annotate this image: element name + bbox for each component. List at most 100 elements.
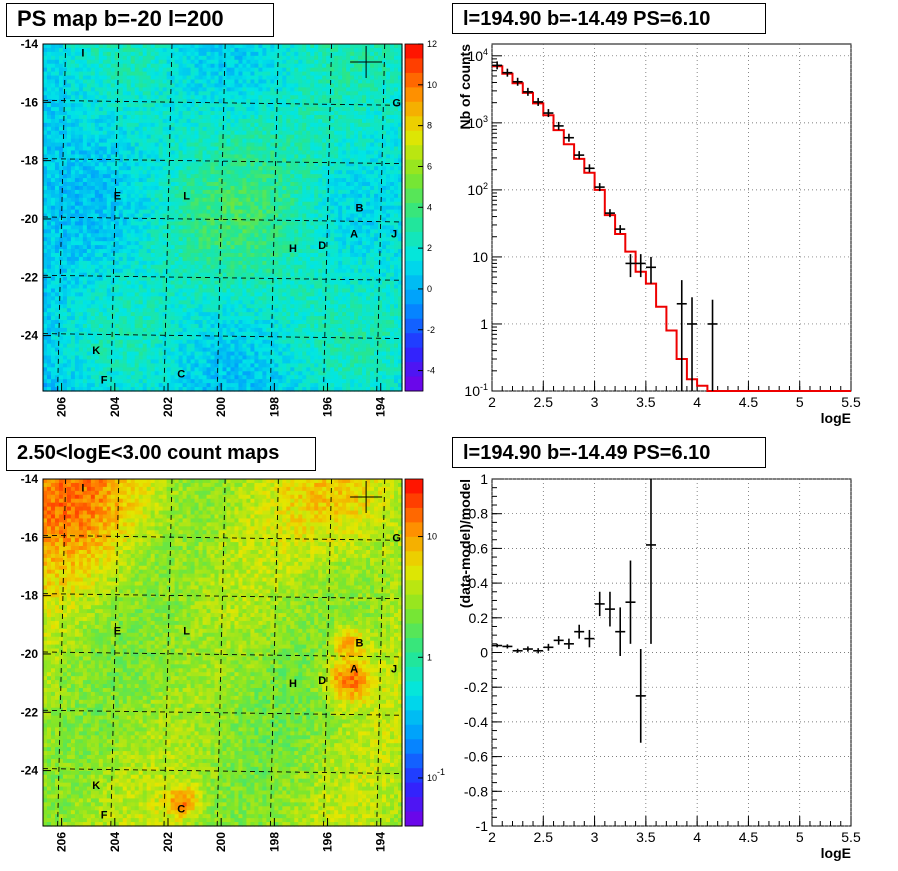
map-pixel xyxy=(87,269,92,274)
map-pixel xyxy=(67,115,72,120)
map-pixel xyxy=(155,352,160,357)
map-pixel xyxy=(67,162,72,167)
map-pixel xyxy=(83,257,88,262)
map-pixel xyxy=(207,143,212,148)
map-pixel xyxy=(55,56,60,61)
map-pixel xyxy=(99,206,104,211)
map-pixel xyxy=(143,308,148,313)
map-pixel xyxy=(71,154,76,159)
map-pixel xyxy=(226,52,231,57)
map-pixel xyxy=(127,44,132,49)
map-pixel xyxy=(183,64,188,69)
map-pixel xyxy=(47,356,52,361)
map-pixel xyxy=(159,202,164,207)
map-pixel xyxy=(211,253,216,258)
map-pixel xyxy=(47,56,52,61)
map-pixel xyxy=(63,328,68,333)
map-pixel xyxy=(199,363,204,368)
map-pixel xyxy=(151,135,156,140)
map-pixel xyxy=(155,312,160,317)
map-pixel xyxy=(99,273,104,278)
map-pixel xyxy=(123,281,128,286)
map-pixel xyxy=(47,285,52,290)
map-pixel xyxy=(203,320,208,325)
map-pixel xyxy=(75,214,80,219)
map-pixel xyxy=(75,257,80,262)
map-pixel xyxy=(107,229,112,234)
ps-map-panel: -14-16-18-20-22-24206 204 202 200 198 196 194I… xyxy=(21,37,437,417)
map-pixel xyxy=(226,68,231,73)
map-pixel xyxy=(262,375,267,380)
map-pixel xyxy=(230,348,235,353)
map-pixel xyxy=(203,99,208,104)
map-pixel xyxy=(266,87,271,92)
map-pixel xyxy=(107,359,112,364)
map-pixel xyxy=(246,277,251,282)
map-pixel xyxy=(51,320,56,325)
map-pixel xyxy=(83,300,88,305)
map-pixel xyxy=(123,379,128,384)
map-pixel xyxy=(223,348,228,353)
map-pixel xyxy=(215,285,220,290)
map-pixel xyxy=(250,221,255,226)
map-pixel xyxy=(55,206,60,211)
map-pixel xyxy=(95,68,100,73)
map-pixel xyxy=(67,174,72,179)
map-pixel xyxy=(230,371,235,376)
map-pixel xyxy=(195,198,200,203)
map-pixel xyxy=(171,95,176,100)
map-pixel xyxy=(226,249,231,254)
map-pixel xyxy=(179,56,184,61)
map-pixel xyxy=(119,249,124,254)
map-pixel xyxy=(191,127,196,132)
map-pixel xyxy=(215,147,220,152)
map-pixel xyxy=(238,186,243,191)
map-pixel xyxy=(47,296,52,301)
map-pixel xyxy=(250,308,255,313)
map-pixel xyxy=(151,210,156,215)
map-pixel xyxy=(187,285,192,290)
map-pixel xyxy=(103,174,108,179)
map-pixel xyxy=(59,123,64,128)
map-pixel xyxy=(234,221,239,226)
map-pixel xyxy=(219,115,224,120)
map-pixel xyxy=(187,95,192,100)
map-pixel xyxy=(242,332,247,337)
map-pixel xyxy=(143,320,148,325)
map-pixel xyxy=(254,375,259,380)
map-pixel xyxy=(123,194,128,199)
map-pixel xyxy=(95,198,100,203)
map-pixel xyxy=(226,359,231,364)
map-pixel xyxy=(215,154,220,159)
map-pixel xyxy=(111,162,116,167)
map-pixel xyxy=(95,273,100,278)
map-pixel xyxy=(119,261,124,266)
map-pixel xyxy=(139,44,144,49)
map-pixel xyxy=(238,344,243,349)
map-pixel xyxy=(127,79,132,84)
map-pixel xyxy=(115,241,120,246)
map-pixel xyxy=(127,320,132,325)
map-pixel xyxy=(191,225,196,230)
map-pixel xyxy=(95,162,100,167)
map-pixel xyxy=(258,111,263,116)
map-pixel xyxy=(250,127,255,132)
map-pixel xyxy=(187,245,192,250)
map-pixel xyxy=(63,190,68,195)
map-pixel xyxy=(83,127,88,132)
map-pixel xyxy=(107,166,112,171)
map-pixel xyxy=(246,186,251,191)
map-pixel xyxy=(179,285,184,290)
map-pixel xyxy=(254,64,259,69)
map-pixel xyxy=(51,147,56,152)
map-pixel xyxy=(67,48,72,53)
map-pixel xyxy=(83,273,88,278)
map-pixel xyxy=(55,154,60,159)
map-pixel xyxy=(59,194,64,199)
map-pixel xyxy=(167,292,172,297)
map-pixel xyxy=(226,273,231,278)
map-pixel xyxy=(87,371,92,376)
map-pixel xyxy=(99,245,104,250)
map-pixel xyxy=(83,178,88,183)
map-pixel xyxy=(203,135,208,140)
